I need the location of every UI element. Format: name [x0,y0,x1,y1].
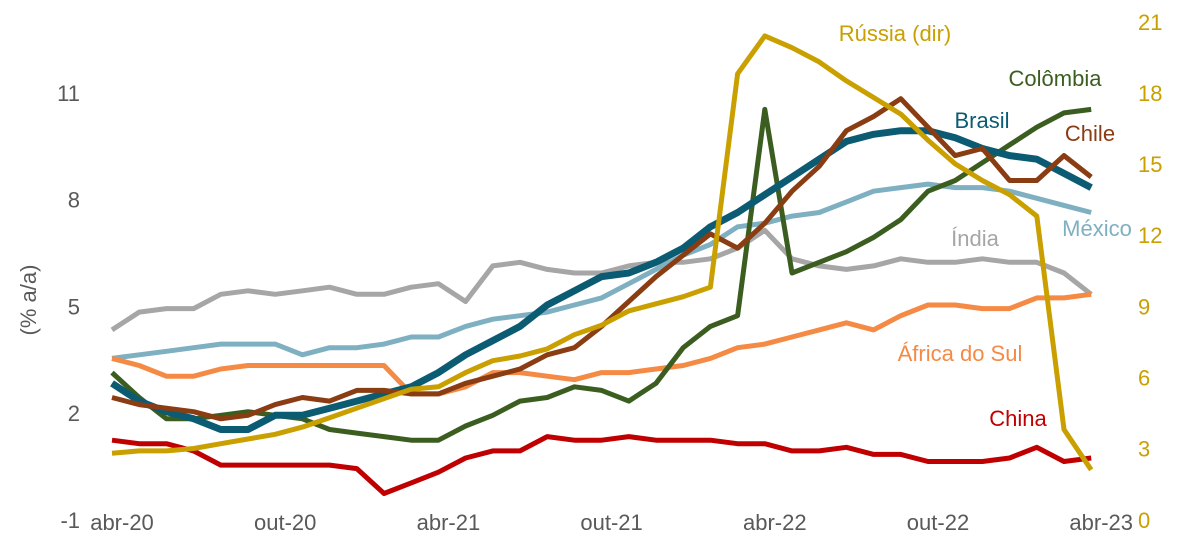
series-line [111,434,1092,496]
y2-tick-label: 0 [1138,508,1150,533]
x-tick-label: out-22 [907,510,969,535]
series-label: Colômbia [1009,66,1103,91]
x-tick-label: abr-21 [417,510,481,535]
y-axis-label: (% a/a) [16,265,41,336]
y-tick-label: -1 [60,508,80,533]
series-line [111,33,1094,472]
x-tick-label: abr-23 [1069,510,1133,535]
y2-tick-label: 15 [1138,152,1162,177]
x-tick-label: abr-20 [90,510,154,535]
x-tick-label: out-20 [254,510,316,535]
series-label: Chile [1065,121,1115,146]
series-label: Brasil [954,108,1009,133]
y2-tick-label: 6 [1138,366,1150,391]
y2-tick-label: 21 [1138,10,1162,35]
y2-tick-label: 18 [1138,81,1162,106]
series-label: África do Sul [898,341,1023,366]
series-label: México [1062,216,1132,241]
series-label: China [989,406,1047,431]
series-label: Rússia (dir) [839,21,951,46]
y-tick-label: 8 [68,188,80,213]
series-label: Índia [951,226,999,251]
series-line [110,127,1093,433]
y2-tick-label: 12 [1138,223,1162,248]
y-tick-label: 5 [68,294,80,319]
x-tick-label: abr-22 [743,510,807,535]
series-line [111,291,1092,397]
x-tick-label: out-21 [580,510,642,535]
y2-tick-label: 9 [1138,294,1150,319]
y-tick-label: 11 [57,81,80,106]
series-line [111,181,1092,361]
y-tick-label: 2 [68,401,80,426]
series-line [110,227,1093,332]
y2-tick-label: 3 [1138,437,1150,462]
